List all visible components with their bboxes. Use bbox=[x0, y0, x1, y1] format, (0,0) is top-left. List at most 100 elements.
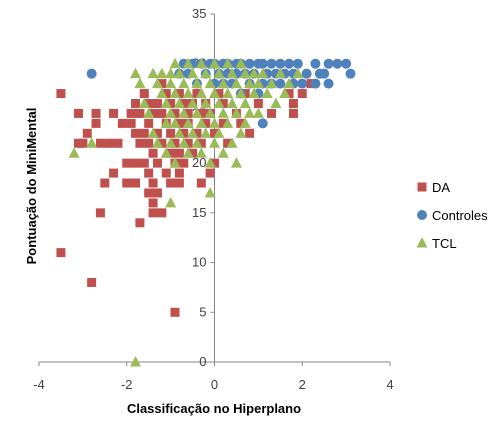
data-point bbox=[173, 97, 185, 108]
data-point bbox=[196, 178, 206, 188]
data-point bbox=[209, 57, 220, 69]
data-point bbox=[161, 168, 171, 178]
data-point bbox=[310, 78, 321, 89]
data-point bbox=[341, 58, 352, 69]
data-point bbox=[143, 107, 155, 118]
data-point bbox=[95, 208, 105, 218]
y-tick-label: 5 bbox=[199, 304, 206, 319]
data-point bbox=[138, 97, 150, 108]
data-point bbox=[148, 148, 158, 158]
data-point bbox=[165, 107, 177, 118]
data-point bbox=[148, 198, 158, 208]
y-tick-label: 10 bbox=[192, 255, 206, 270]
data-point bbox=[226, 137, 238, 148]
data-point bbox=[56, 248, 66, 258]
data-point bbox=[100, 178, 110, 188]
data-point bbox=[266, 77, 278, 89]
y-tick-label: 15 bbox=[192, 205, 206, 220]
data-point bbox=[109, 108, 119, 118]
data-point bbox=[226, 97, 238, 108]
data-point bbox=[78, 138, 88, 148]
data-point bbox=[166, 178, 176, 188]
data-point bbox=[292, 67, 304, 79]
data-point bbox=[179, 158, 189, 168]
data-point bbox=[323, 58, 334, 69]
data-point bbox=[87, 277, 97, 287]
data-point bbox=[195, 147, 207, 158]
data-point bbox=[200, 97, 212, 108]
data-point bbox=[182, 87, 194, 99]
data-point bbox=[104, 138, 114, 148]
x-tick-label: 0 bbox=[211, 377, 218, 392]
data-point bbox=[275, 78, 286, 89]
data-point bbox=[213, 97, 225, 108]
data-point bbox=[230, 77, 242, 89]
data-point bbox=[188, 148, 198, 158]
data-point bbox=[174, 148, 184, 158]
data-point bbox=[182, 147, 194, 158]
data-point bbox=[275, 58, 286, 69]
data-point bbox=[214, 89, 224, 99]
data-point bbox=[279, 87, 291, 99]
data-point bbox=[345, 68, 356, 79]
data-point bbox=[239, 117, 251, 128]
data-point bbox=[187, 97, 199, 108]
data-point bbox=[169, 87, 181, 99]
data-point bbox=[157, 208, 167, 218]
data-point bbox=[204, 77, 216, 89]
data-point bbox=[139, 128, 149, 138]
data-point bbox=[56, 89, 66, 99]
data-point bbox=[148, 178, 158, 188]
data-point bbox=[68, 147, 80, 158]
data-point bbox=[192, 89, 202, 99]
data-point bbox=[195, 57, 207, 69]
data-point bbox=[144, 138, 154, 148]
data-point bbox=[274, 67, 286, 79]
data-point bbox=[165, 77, 177, 89]
data-point bbox=[244, 58, 255, 69]
x-tick-label: 4 bbox=[386, 377, 393, 392]
data-point bbox=[139, 89, 149, 99]
legend-label: DA bbox=[432, 180, 450, 195]
data-point bbox=[165, 196, 177, 208]
data-point bbox=[248, 67, 260, 79]
data-point bbox=[152, 158, 162, 168]
legend: DA Controles TCL bbox=[416, 180, 488, 251]
legend-marker bbox=[417, 182, 427, 192]
x-tick-label: 2 bbox=[299, 377, 306, 392]
data-point bbox=[191, 77, 203, 89]
data-point bbox=[248, 87, 260, 99]
data-point bbox=[239, 67, 251, 79]
data-point bbox=[157, 108, 167, 118]
data-point bbox=[148, 108, 158, 118]
data-point bbox=[134, 77, 146, 89]
data-point bbox=[236, 118, 246, 128]
data-point bbox=[131, 98, 141, 108]
data-point bbox=[161, 89, 171, 99]
data-point bbox=[191, 107, 203, 118]
data-point bbox=[170, 138, 180, 148]
data-point bbox=[323, 78, 334, 89]
data-point bbox=[218, 98, 228, 108]
data-point bbox=[261, 87, 273, 99]
data-point bbox=[284, 89, 294, 99]
data-point bbox=[117, 118, 127, 128]
y-tick-label: 20 bbox=[192, 155, 206, 170]
data-point bbox=[144, 188, 154, 198]
data-point bbox=[166, 98, 176, 108]
data-point bbox=[178, 137, 190, 148]
data-point bbox=[195, 87, 207, 99]
data-point bbox=[157, 79, 167, 89]
data-point bbox=[297, 78, 308, 89]
data-point bbox=[217, 77, 229, 89]
data-point bbox=[178, 77, 190, 89]
data-point bbox=[270, 97, 282, 108]
data-point bbox=[91, 108, 101, 118]
data-point bbox=[245, 128, 255, 138]
data-point bbox=[205, 168, 215, 178]
data-point bbox=[267, 108, 277, 118]
data-point bbox=[160, 97, 172, 108]
x-tick-label: -2 bbox=[121, 377, 133, 392]
y-axis-title: Pontuação do MiniMental bbox=[24, 108, 39, 265]
data-point bbox=[174, 89, 184, 99]
